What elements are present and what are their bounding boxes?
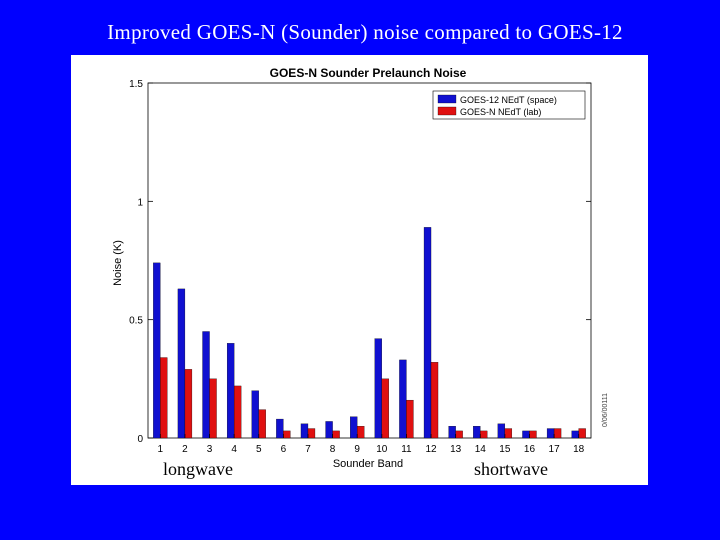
bar-goesn-band-2 xyxy=(184,369,193,439)
chart-title: GOES-N Sounder Prelaunch Noise xyxy=(270,66,467,80)
bar-goesn-band-17 xyxy=(553,428,562,439)
legend-label: GOES-12 NEdT (space) xyxy=(460,95,557,105)
bar-goesn-band-15 xyxy=(504,428,513,439)
x-tick-label: 16 xyxy=(524,444,536,455)
legend-swatch xyxy=(437,106,457,116)
bar-goes12-band-6 xyxy=(276,418,284,439)
y-tick-label: 0 xyxy=(137,434,143,445)
bar-goes12-band-4 xyxy=(226,343,235,439)
y-tick-label: 1.5 xyxy=(129,79,143,90)
x-tick-label: 13 xyxy=(450,444,462,455)
x-tick-label: 4 xyxy=(231,444,237,455)
x-axis-label: Sounder Band xyxy=(333,458,403,470)
x-tick-label: 17 xyxy=(549,444,561,455)
x-tick-label: 8 xyxy=(330,444,336,455)
bar-goes12-band-16 xyxy=(522,430,530,439)
bar-goesn-band-3 xyxy=(209,378,217,439)
plot-frame xyxy=(147,82,592,439)
y-tick-label: 0.5 xyxy=(129,316,143,327)
x-tick-label: 6 xyxy=(281,444,287,455)
bar-goes12-band-2 xyxy=(177,288,186,439)
bar-goes12-band-14 xyxy=(473,426,481,439)
slide-title: Improved GOES-N (Sounder) noise compared… xyxy=(107,20,623,44)
longwave-caption: longwave xyxy=(163,459,233,479)
x-tick-label: 11 xyxy=(401,444,412,455)
bar-goes12-band-17 xyxy=(546,428,555,439)
bar-goesn-band-8 xyxy=(332,430,340,439)
bar-goes12-band-11 xyxy=(399,359,407,439)
x-tick-label: 2 xyxy=(182,444,188,455)
bar-goes12-band-12 xyxy=(423,227,432,439)
bar-goes12-band-3 xyxy=(202,331,210,439)
bar-goes12-band-15 xyxy=(497,423,506,439)
x-tick-label: 7 xyxy=(305,444,311,455)
bar-goes12-band-10 xyxy=(374,338,382,439)
bar-chart: GOES-N Sounder Prelaunch Noise 00.511.5 … xyxy=(112,66,609,470)
bar-goes12-band-1 xyxy=(153,262,161,439)
bar-goesn-band-14 xyxy=(480,430,488,439)
side-stamp: 0/06/00111 xyxy=(602,393,609,427)
bar-goesn-band-10 xyxy=(381,378,389,439)
bar-goesn-band-4 xyxy=(233,385,242,439)
bar-goesn-band-16 xyxy=(529,430,537,439)
legend-swatch xyxy=(437,94,457,104)
bar-goesn-band-18 xyxy=(578,428,586,439)
bar-goesn-band-11 xyxy=(406,399,414,439)
bar-goes12-band-7 xyxy=(300,423,309,439)
x-tick-label: 9 xyxy=(354,444,360,455)
bar-goesn-band-1 xyxy=(160,357,168,439)
legend-box xyxy=(432,90,586,120)
x-tick-label: 1 xyxy=(158,444,164,455)
y-axis-label: Noise (K) xyxy=(112,240,124,286)
bar-goesn-band-6 xyxy=(283,430,291,439)
bar-goes12-band-18 xyxy=(571,430,579,439)
x-tick-label: 15 xyxy=(499,444,511,455)
x-tick-label: 10 xyxy=(376,444,388,455)
bar-goesn-band-5 xyxy=(258,409,266,439)
chart-figure: GOES-N Sounder Prelaunch Noise 0 0.5 1 1.5 … xyxy=(71,55,648,485)
bar-goes12-band-5 xyxy=(251,390,259,439)
bar-goesn-band-9 xyxy=(357,426,365,439)
x-tick-label: 12 xyxy=(425,444,437,455)
bar-goes12-band-13 xyxy=(448,426,456,439)
legend-label: GOES-N NEdT (lab) xyxy=(460,107,541,117)
shortwave-caption: shortwave xyxy=(474,459,548,479)
y-tick-label: 1 xyxy=(137,197,143,208)
bar-goesn-band-7 xyxy=(307,428,316,439)
bar-goes12-band-8 xyxy=(325,421,333,439)
x-tick-label: 3 xyxy=(207,444,213,455)
bar-goesn-band-13 xyxy=(455,430,463,439)
legend: GOES-12 NEdT (space) GOES-N NEdT (lab) xyxy=(432,90,586,120)
x-tick-label: 5 xyxy=(256,444,262,455)
bar-goesn-band-12 xyxy=(430,362,439,439)
x-tick-label: 14 xyxy=(475,444,487,455)
bar-goes12-band-9 xyxy=(350,416,358,439)
x-tick-label: 18 xyxy=(573,444,585,455)
